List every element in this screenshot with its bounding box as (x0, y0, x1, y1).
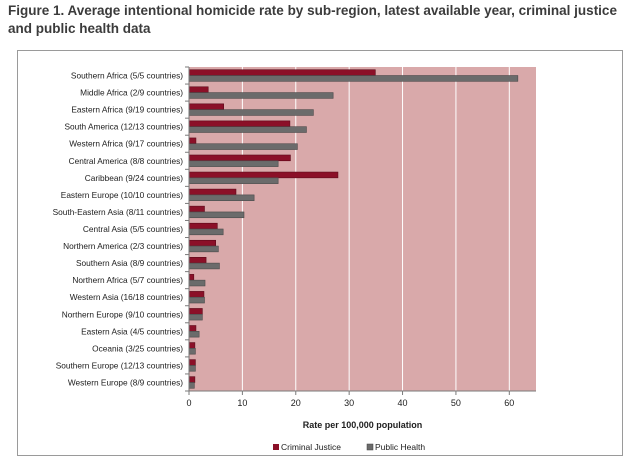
bar-public-health (188, 296, 205, 304)
category-label: Western Europe (8/9 countries) (68, 377, 183, 387)
category-label: Southern Africa (5/5 countries) (71, 71, 183, 81)
bar-public-health (188, 331, 200, 338)
x-tick-label: 50 (451, 398, 461, 408)
bar-criminal-justice (188, 205, 205, 213)
category-label: Southern Europe (12/13 countries) (56, 360, 184, 370)
legend-swatch-public-health (366, 443, 374, 451)
x-axis-title: Rate per 100,000 population (303, 420, 423, 430)
chart-frame: 0 10 20 30 40 50 60 Southern Africa (5/5 count… (17, 50, 623, 456)
bar-criminal-justice (188, 222, 218, 230)
category-label: South America (12/13 countries) (64, 122, 183, 132)
bar-public-health (188, 313, 203, 321)
legend-swatch-criminal-justice (273, 444, 279, 450)
category-label: Central Asia (5/5 countries) (83, 224, 183, 234)
bar-criminal-justice (188, 308, 203, 315)
bar-public-health (188, 245, 219, 253)
category-label: Central America (8/8 countries) (69, 156, 184, 166)
bar-public-health (188, 109, 314, 116)
x-tick-label: 30 (344, 398, 354, 408)
category-label: Northern Europe (9/10 countries) (62, 309, 184, 319)
axes: 0 10 20 30 40 50 60 (185, 66, 536, 408)
bar-public-health (188, 75, 519, 82)
bar-public-health (188, 262, 220, 270)
bar-public-health (188, 177, 279, 184)
bar-criminal-justice (188, 120, 291, 127)
bar-public-health (188, 228, 224, 236)
x-tick-label: 10 (237, 398, 247, 408)
category-label: South-Eastern Asia (8/11 countries) (53, 207, 184, 217)
x-tick-label: 20 (291, 398, 301, 408)
bar-public-health (188, 382, 195, 389)
bar-public-health (188, 126, 307, 133)
bar-criminal-justice (188, 69, 376, 76)
category-label: Eastern Africa (9/19 countries) (71, 105, 183, 115)
bar-public-health (188, 160, 279, 167)
bar-public-health (188, 365, 196, 372)
bar-criminal-justice (188, 376, 196, 383)
category-label: Caribbean (9/24 countries) (85, 173, 183, 183)
bar-chart: 0 10 20 30 40 50 60 Southern Africa (5/5 count… (53, 66, 536, 452)
x-tick-label: 0 (186, 398, 191, 408)
bar-public-health (188, 279, 206, 287)
bar-public-health (188, 348, 196, 355)
bar-criminal-justice (188, 154, 291, 162)
category-label: Western Asia (16/18 countries) (70, 292, 184, 302)
bar-public-health (188, 143, 298, 150)
figure-title: Figure 1. Average intentional homicide r… (8, 3, 617, 36)
legend: Criminal Justice Public Health (273, 442, 425, 452)
bar-public-health (188, 194, 255, 201)
category-label: Eastern Asia (4/5 countries) (81, 326, 183, 336)
category-label: Northern America (2/3 countries) (63, 241, 183, 251)
category-label: Western Africa (9/17 countries) (69, 139, 183, 149)
category-label: Eastern Europe (10/10 countries) (61, 190, 183, 200)
bar-criminal-justice (188, 342, 196, 349)
x-tick-label: 40 (398, 398, 408, 408)
x-tick-label: 60 (504, 398, 514, 408)
bar-public-health (188, 92, 334, 99)
category-label: Oceania (3/25 countries) (92, 343, 183, 353)
bar-public-health (188, 211, 245, 219)
bar-criminal-justice (188, 103, 225, 110)
bar-criminal-justice (188, 274, 195, 281)
legend-label-criminal-justice: Criminal Justice (281, 442, 341, 452)
bar-criminal-justice (188, 86, 209, 93)
bar-criminal-justice (188, 291, 205, 298)
bar-criminal-justice (188, 239, 216, 247)
bar-criminal-justice (188, 325, 197, 332)
bar-criminal-justice (188, 359, 196, 366)
bar-criminal-justice (188, 188, 237, 196)
category-label: Northern Africa (5/7 countries) (72, 275, 183, 285)
category-label: Southern Asia (8/9 countries) (76, 258, 183, 268)
bar-criminal-justice (188, 137, 197, 145)
legend-label-public-health: Public Health (375, 442, 425, 452)
category-labels: Southern Africa (5/5 countries) Middle Af… (53, 71, 184, 388)
bar-criminal-justice (188, 257, 207, 264)
category-label: Middle Africa (2/9 countries) (80, 88, 183, 98)
bar-criminal-justice (188, 171, 339, 179)
